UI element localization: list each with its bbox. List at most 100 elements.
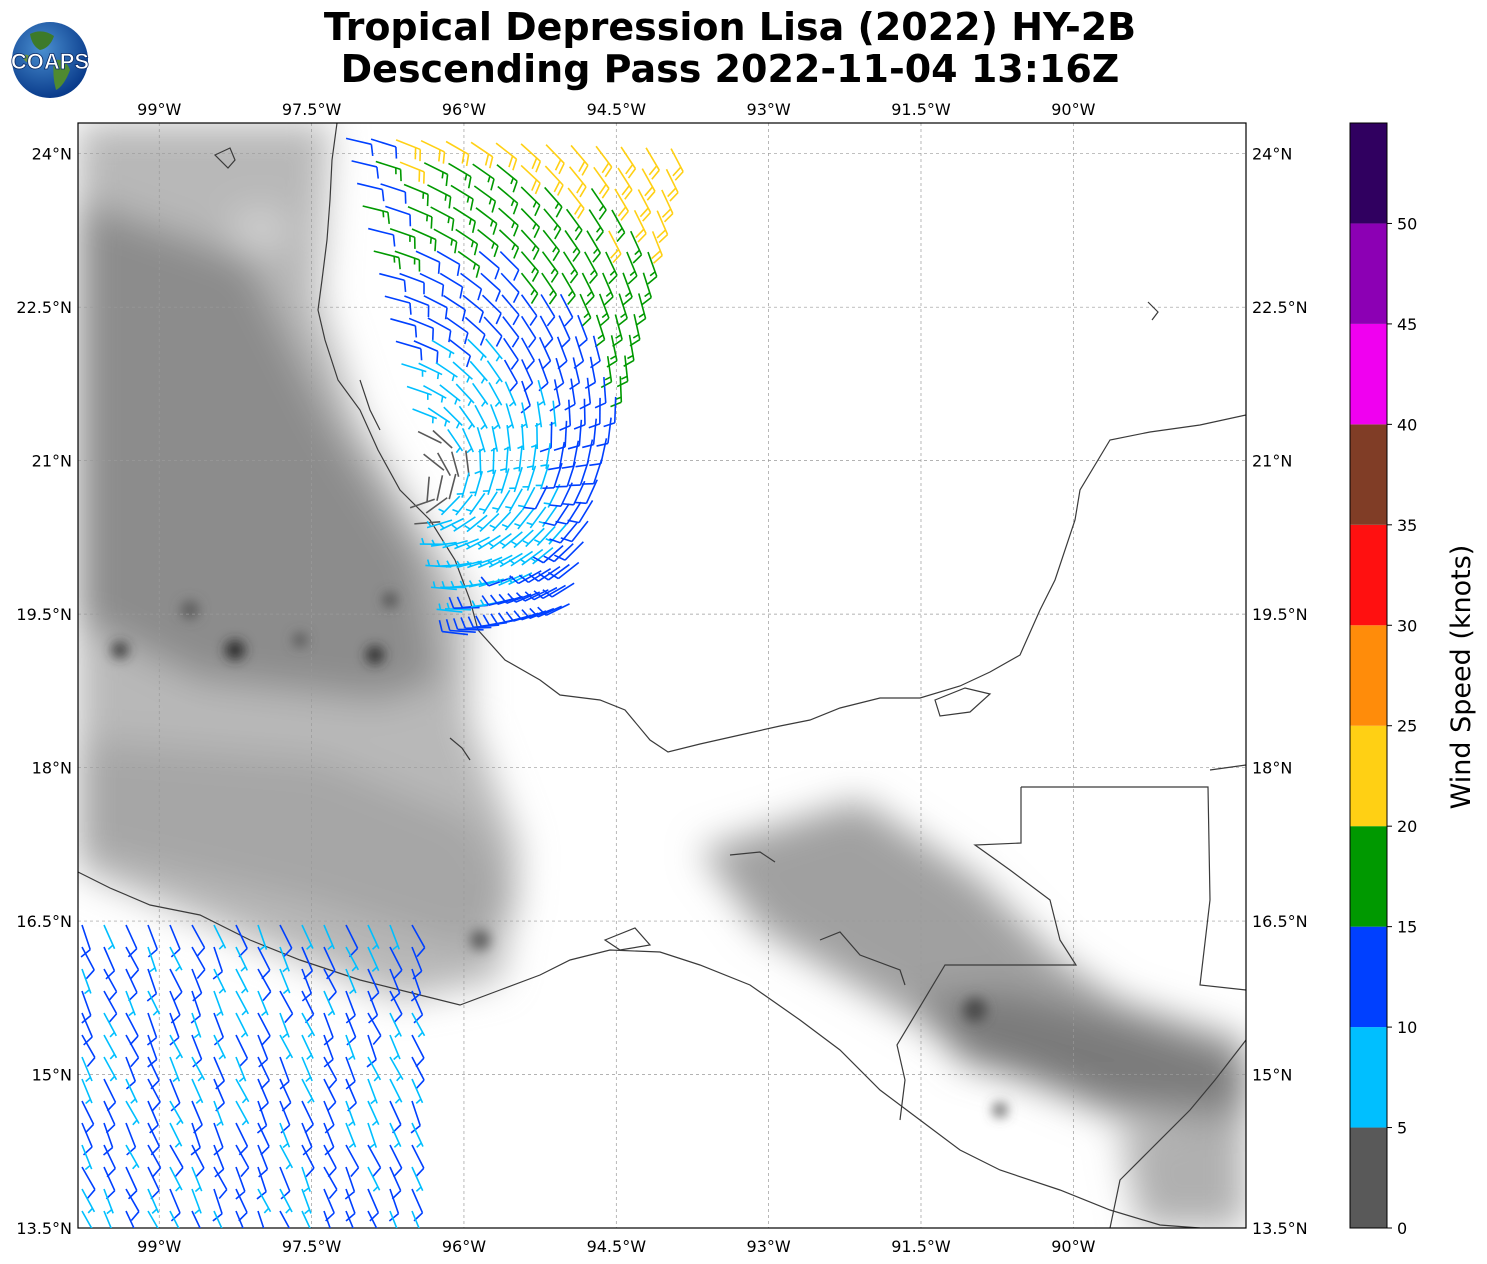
wind-barb <box>533 584 566 600</box>
wind-barb <box>385 205 412 227</box>
wind-barb <box>573 398 586 430</box>
wind-barb <box>395 139 422 162</box>
colorbar-tick-label: 5 <box>1397 1119 1407 1138</box>
wind-barb <box>538 337 552 370</box>
wind-barb <box>235 946 248 972</box>
wind-barb <box>345 1034 356 1061</box>
wind-barb <box>370 138 398 159</box>
wind-barb <box>453 618 484 631</box>
wind-barb <box>492 489 511 514</box>
wind-barb <box>520 251 540 282</box>
wind-barb <box>169 1188 181 1222</box>
wind-barb <box>81 968 92 995</box>
wind-barb <box>611 209 626 243</box>
wind-barb <box>345 1144 360 1178</box>
wind-barb <box>213 924 227 950</box>
wind-barb <box>191 1056 206 1082</box>
wind-barb <box>81 1100 95 1134</box>
wind-barb <box>483 316 503 347</box>
wind-barb <box>544 165 564 196</box>
wind-barb <box>568 166 587 198</box>
wind-barb <box>504 381 517 407</box>
wind-barb <box>470 141 494 169</box>
wind-barb <box>460 617 492 630</box>
colorbar-tick-label: 20 <box>1397 817 1417 836</box>
wind-barb <box>465 492 486 515</box>
wind-barb <box>495 142 518 171</box>
wind-barb <box>423 162 449 187</box>
wind-barb <box>213 990 224 1017</box>
wind-barb <box>496 468 510 494</box>
wind-barb <box>498 207 519 237</box>
wind-barb <box>537 603 570 617</box>
wind-barb <box>443 294 467 322</box>
wind-barb <box>451 516 476 532</box>
wind-barb <box>622 272 633 306</box>
wind-barb <box>389 924 400 951</box>
wind-barb <box>213 1210 223 1228</box>
wind-barb <box>389 1144 403 1178</box>
wind-barb <box>507 572 533 586</box>
wind-barb <box>191 1210 201 1228</box>
wind-barb <box>626 251 638 285</box>
wind-barb <box>482 469 497 496</box>
wind-barb <box>509 570 542 585</box>
coastlines <box>78 123 1246 1228</box>
wind-barb <box>301 1122 313 1156</box>
wind-barb <box>125 1012 139 1046</box>
colorbar-tick-label: 25 <box>1397 717 1417 736</box>
wind-barb <box>411 1166 424 1192</box>
lon-tick-top: 91.5°W <box>891 100 951 119</box>
wind-barb <box>426 476 430 503</box>
wind-barb <box>389 1078 403 1104</box>
wind-barb <box>301 1210 311 1228</box>
wind-barb <box>301 1078 315 1104</box>
wind-barb <box>540 294 556 327</box>
wind-barb <box>257 990 269 1017</box>
wind-barb <box>513 610 547 621</box>
wind-barb <box>534 401 543 428</box>
wind-barb <box>532 545 564 564</box>
wind-barb <box>593 166 610 199</box>
wind-barb <box>418 362 443 380</box>
wind-barb <box>498 552 523 568</box>
axis-ticks: 99°W 99°W 97.5°W 97.5°W 96°W 96°W 94.5°W 94.5°W… <box>16 100 1307 1256</box>
lon-tick-top: 96°W <box>442 100 486 119</box>
wind-barb <box>419 272 445 297</box>
wind-barb <box>256 1100 268 1134</box>
wind-barb <box>545 144 565 175</box>
wind-barb <box>511 529 534 549</box>
wind-barb <box>543 208 562 240</box>
wind-barb <box>588 209 604 242</box>
wind-barb <box>367 1210 378 1228</box>
wind-barb <box>81 1034 96 1068</box>
wind-barb <box>445 619 476 634</box>
wind-barb <box>588 397 601 429</box>
wind-barb <box>498 593 532 605</box>
wind-barb <box>651 231 663 264</box>
wind-barb <box>401 363 427 377</box>
island-tiny-1 <box>213 147 236 169</box>
wind-barb <box>574 479 598 505</box>
wind-barb <box>191 924 206 958</box>
wind-barb <box>457 250 481 278</box>
wind-barb <box>103 924 116 950</box>
wind-barb <box>562 251 579 284</box>
wind-barb <box>523 485 548 510</box>
wind-barb <box>541 251 559 283</box>
wind-barb <box>408 317 435 340</box>
wind-barb <box>579 293 592 327</box>
wind-barb <box>389 1056 404 1082</box>
wind-barb <box>235 1034 249 1068</box>
wind-barb <box>497 185 519 215</box>
wind-barb <box>235 990 249 1016</box>
wind-barb <box>367 990 379 1024</box>
wind-barb <box>411 990 424 1024</box>
wind-barb <box>524 586 558 601</box>
lagoon-guatemala <box>819 931 906 986</box>
wind-barb <box>388 1188 400 1222</box>
wind-barb <box>560 520 589 543</box>
wind-barb <box>417 430 442 444</box>
wind-barb <box>367 946 380 972</box>
wind-barb <box>438 517 465 531</box>
